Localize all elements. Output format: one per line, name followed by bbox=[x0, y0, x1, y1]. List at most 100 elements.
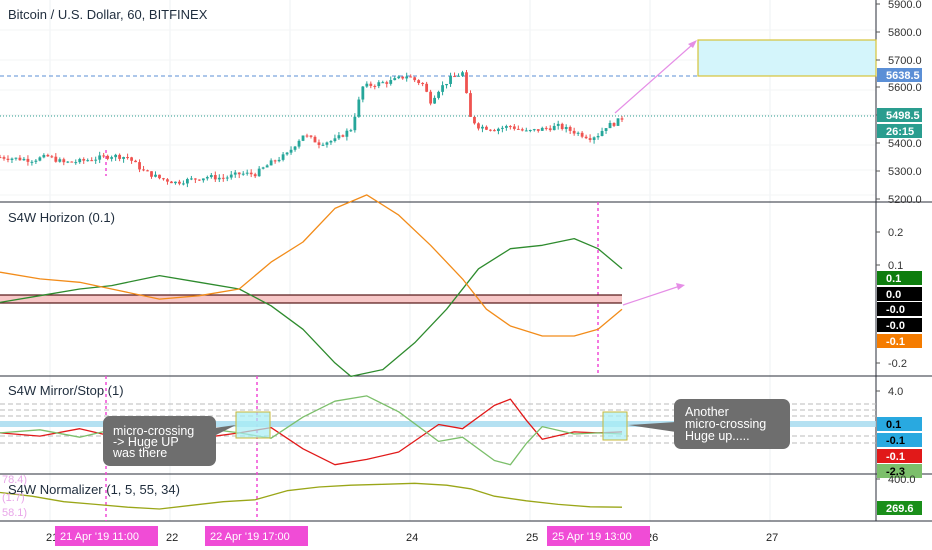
candle-body bbox=[217, 177, 221, 180]
time-highlight-1 bbox=[55, 526, 158, 546]
candle-body bbox=[616, 118, 620, 126]
candle-body bbox=[54, 156, 58, 162]
candle-body bbox=[500, 127, 504, 129]
candle-body bbox=[536, 129, 540, 131]
candle-body bbox=[277, 159, 281, 162]
candle-body bbox=[445, 83, 448, 86]
value-badge-label: 5498.5 bbox=[886, 110, 920, 122]
candle-body bbox=[409, 76, 413, 78]
value-badge-label: 0.1 bbox=[886, 273, 901, 285]
candle-body bbox=[309, 135, 313, 137]
candle-body bbox=[293, 146, 297, 150]
crossing-box-2 bbox=[602, 411, 628, 441]
candle-body bbox=[34, 160, 38, 162]
candle-body bbox=[253, 174, 257, 177]
candle-body bbox=[528, 130, 532, 132]
candle-body bbox=[349, 130, 353, 132]
candle-body bbox=[333, 138, 337, 142]
candle-body bbox=[524, 130, 528, 132]
candle-body bbox=[453, 76, 456, 78]
candle-body bbox=[114, 154, 118, 158]
mirror-pane: micro-crossing -> Huge UP was there Anot… bbox=[0, 383, 876, 466]
candle-body bbox=[14, 157, 18, 159]
candle-body bbox=[321, 144, 325, 146]
candle-body bbox=[560, 123, 564, 130]
candle-body bbox=[82, 159, 86, 161]
arrowhead-horizon bbox=[676, 283, 685, 290]
note-pointer-1 bbox=[214, 425, 236, 436]
tick-label: -0.2 bbox=[888, 358, 907, 370]
value-badge-label: -0.0 bbox=[886, 304, 905, 316]
candle-body bbox=[74, 162, 78, 164]
candle-body bbox=[2, 157, 6, 159]
candle-body bbox=[62, 159, 66, 163]
mirror-title: S4W Mirror/Stop (1) bbox=[8, 383, 124, 398]
candle-body bbox=[437, 91, 440, 98]
value-badge bbox=[877, 417, 922, 431]
candle-body bbox=[600, 130, 604, 136]
candle-body bbox=[185, 179, 189, 184]
candle-body bbox=[130, 157, 133, 161]
candle-body bbox=[520, 129, 524, 131]
candle-body bbox=[78, 159, 82, 163]
candle-body bbox=[433, 97, 437, 104]
projection-arrow-horizon bbox=[622, 285, 681, 306]
candle-body bbox=[508, 126, 512, 128]
candle-body bbox=[369, 83, 373, 86]
candle-body bbox=[178, 181, 181, 184]
faint-label-2: (1.7) bbox=[2, 492, 25, 504]
candle-body bbox=[461, 72, 464, 76]
candle-body bbox=[512, 126, 516, 129]
candle-body bbox=[146, 170, 149, 172]
candle-body bbox=[305, 135, 309, 137]
candle-body bbox=[26, 158, 30, 162]
x-tick-label: 25 bbox=[526, 532, 538, 544]
candle-body bbox=[197, 179, 201, 181]
candle-body bbox=[556, 123, 560, 126]
candle-body bbox=[225, 177, 229, 179]
candle-body bbox=[118, 154, 122, 159]
value-badge bbox=[877, 302, 922, 316]
value-badge-label: -0.1 bbox=[886, 336, 905, 348]
candle-body bbox=[154, 174, 157, 177]
candle-body bbox=[620, 118, 624, 120]
mirror-zero-band bbox=[0, 421, 876, 427]
candle-body bbox=[612, 122, 616, 126]
tick-label: 5200.0 bbox=[888, 194, 922, 206]
value-badge bbox=[877, 433, 922, 447]
normalizer-series bbox=[0, 482, 623, 510]
tick-label: 400.0 bbox=[888, 474, 916, 486]
value-badge bbox=[877, 271, 922, 285]
value-badge bbox=[877, 68, 922, 82]
candle-body bbox=[297, 140, 301, 147]
projection-arrow-price bbox=[614, 44, 693, 114]
vertical-gridlines bbox=[0, 0, 876, 521]
candle-body bbox=[568, 127, 572, 131]
price-pane: Bitcoin / U.S. Dollar, 60, BITFINEX bbox=[0, 7, 877, 188]
value-badge-label: 0.0 bbox=[886, 289, 901, 301]
x-tick-label: 22 bbox=[166, 532, 178, 544]
normalizer-badges: 269.6 bbox=[877, 501, 922, 515]
horizon-title: S4W Horizon (0.1) bbox=[8, 210, 115, 225]
candle-body bbox=[50, 156, 54, 158]
candle-body bbox=[6, 158, 10, 160]
candle-body bbox=[325, 142, 329, 145]
candle-body bbox=[30, 161, 34, 163]
candle-body bbox=[357, 99, 361, 117]
candle-body bbox=[189, 178, 193, 180]
tick-label: 0.1 bbox=[888, 260, 903, 272]
tick-label: 4.0 bbox=[888, 386, 903, 398]
candle-body bbox=[353, 116, 357, 131]
tick-label: 5400.0 bbox=[888, 138, 922, 150]
horizon-series bbox=[0, 194, 623, 378]
candle-body bbox=[281, 154, 285, 160]
candle-body bbox=[580, 132, 584, 137]
candle-body bbox=[289, 149, 293, 153]
time-highlight-label-2: 22 Apr '19 17:00 bbox=[210, 531, 290, 543]
candle-body bbox=[90, 160, 94, 162]
series-line-0 bbox=[0, 237, 623, 378]
candle-body bbox=[345, 130, 349, 137]
candle-body bbox=[329, 141, 333, 143]
value-badge bbox=[877, 501, 922, 515]
candle-body bbox=[142, 169, 145, 171]
